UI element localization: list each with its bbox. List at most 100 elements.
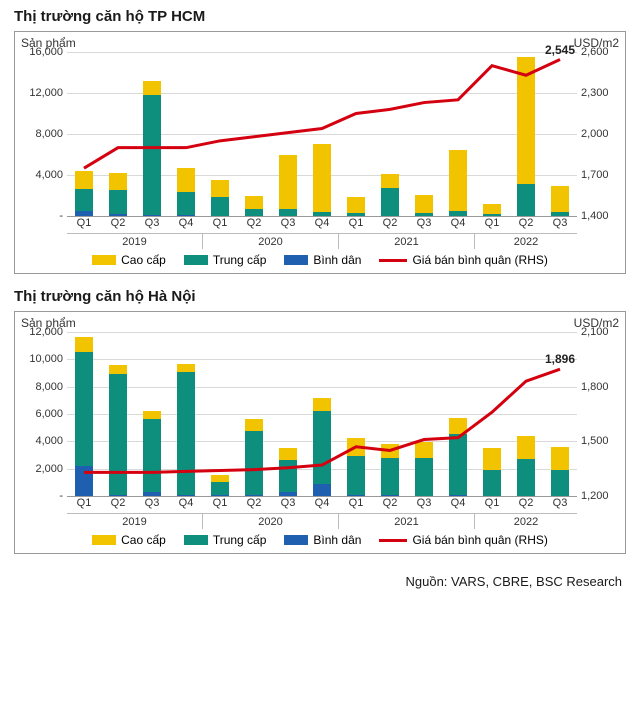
- legend-item-price: Giá bán bình quân (RHS): [379, 533, 547, 547]
- plot-area: -4,0008,00012,00016,0001,4001,7002,0002,…: [67, 52, 577, 217]
- source-text: Nguồn: VARS, CBRE, BSC Research: [14, 568, 626, 593]
- x-axis: Q1Q2Q3Q4Q1Q2Q3Q4Q1Q2Q3Q4Q1Q2Q32019202020…: [67, 497, 577, 529]
- legend-label: Bình dân: [313, 253, 361, 267]
- line-end-label: 1,896: [545, 352, 575, 366]
- xtick-year: 2020: [203, 234, 339, 249]
- xtick-quarter: Q3: [417, 497, 432, 509]
- xtick-quarter: Q3: [281, 217, 296, 229]
- xtick-quarter: Q3: [417, 217, 432, 229]
- xtick-quarter: Q4: [179, 497, 194, 509]
- legend-item-binhdan: Bình dân: [284, 533, 361, 547]
- chart-title: Thị trường căn hộ TP HCM: [14, 8, 626, 25]
- ytick-right: 2,000: [581, 128, 623, 140]
- line-end-label: 2,545: [545, 43, 575, 57]
- xtick-quarter: Q1: [485, 497, 500, 509]
- xtick-quarter: Q2: [383, 497, 398, 509]
- legend-swatch: [92, 255, 116, 265]
- legend-label: Cao cấp: [121, 253, 166, 267]
- xtick-quarter: Q1: [485, 217, 500, 229]
- legend-label: Giá bán bình quân (RHS): [412, 533, 547, 547]
- xtick-year: 2022: [475, 234, 577, 249]
- xtick-quarter: Q4: [315, 497, 330, 509]
- ytick-left: -: [19, 490, 63, 502]
- xtick-quarter: Q1: [77, 497, 92, 509]
- xtick-year: 2019: [67, 514, 203, 529]
- chart-hn: Thị trường căn hộ Hà NộiSản phẩmUSD/m2-2…: [14, 288, 626, 554]
- ytick-left: -: [19, 210, 63, 222]
- chart-title: Thị trường căn hộ Hà Nội: [14, 288, 626, 305]
- xtick-quarter: Q2: [383, 217, 398, 229]
- xtick-quarter: Q3: [281, 497, 296, 509]
- legend-swatch: [92, 535, 116, 545]
- legend-item-caocap: Cao cấp: [92, 533, 166, 547]
- xtick-quarter: Q2: [519, 217, 534, 229]
- legend: Cao cấp Trung cấp Bình dân Giá bán bình quâ…: [15, 249, 625, 273]
- xtick-quarter: Q2: [519, 497, 534, 509]
- ytick-left: 4,000: [19, 169, 63, 181]
- xtick-quarter: Q3: [553, 497, 568, 509]
- xtick-quarter: Q1: [213, 217, 228, 229]
- ytick-right: 1,800: [581, 381, 623, 393]
- xtick-quarter: Q3: [553, 217, 568, 229]
- xtick-quarter: Q2: [247, 217, 262, 229]
- legend-swatch-line: [379, 539, 407, 542]
- legend-swatch: [184, 255, 208, 265]
- ytick-right: 1,400: [581, 210, 623, 222]
- ytick-left: 2,000: [19, 463, 63, 475]
- xtick-quarter: Q1: [213, 497, 228, 509]
- price-line: [84, 369, 560, 472]
- legend-item-trungcap: Trung cấp: [184, 253, 267, 267]
- xtick-year: 2020: [203, 514, 339, 529]
- legend-swatch: [284, 255, 308, 265]
- line-layer: 2,545: [67, 52, 577, 216]
- xtick-quarter: Q4: [179, 217, 194, 229]
- legend-label: Bình dân: [313, 533, 361, 547]
- x-axis: Q1Q2Q3Q4Q1Q2Q3Q4Q1Q2Q3Q4Q1Q2Q32019202020…: [67, 217, 577, 249]
- ytick-left: 8,000: [19, 128, 63, 140]
- ytick-right: 2,300: [581, 87, 623, 99]
- ytick-left: 16,000: [19, 46, 63, 58]
- xtick-quarter: Q3: [145, 497, 160, 509]
- xtick-quarter: Q2: [247, 497, 262, 509]
- page: Thị trường căn hộ TP HCMSản phẩmUSD/m2-4…: [0, 0, 640, 601]
- legend-item-caocap: Cao cấp: [92, 253, 166, 267]
- legend-swatch-line: [379, 259, 407, 262]
- ytick-right: 2,600: [581, 46, 623, 58]
- xtick-quarter: Q1: [77, 217, 92, 229]
- xtick-quarter: Q2: [111, 217, 126, 229]
- legend-label: Trung cấp: [213, 533, 267, 547]
- legend-swatch: [184, 535, 208, 545]
- legend-item-price: Giá bán bình quân (RHS): [379, 253, 547, 267]
- xtick-year: 2021: [339, 234, 475, 249]
- legend: Cao cấp Trung cấp Bình dân Giá bán bình quâ…: [15, 529, 625, 553]
- ytick-left: 6,000: [19, 408, 63, 420]
- xtick-quarter: Q2: [111, 497, 126, 509]
- price-line: [84, 60, 560, 169]
- ytick-left: 4,000: [19, 435, 63, 447]
- xtick-quarter: Q4: [315, 217, 330, 229]
- legend-item-trungcap: Trung cấp: [184, 533, 267, 547]
- ytick-left: 10,000: [19, 353, 63, 365]
- legend-item-binhdan: Bình dân: [284, 253, 361, 267]
- xtick-year: 2022: [475, 514, 577, 529]
- line-layer: 1,896: [67, 332, 577, 496]
- legend-label: Trung cấp: [213, 253, 267, 267]
- xtick-quarter: Q1: [349, 497, 364, 509]
- xtick-quarter: Q3: [145, 217, 160, 229]
- chart-frame: Sản phẩmUSD/m2-4,0008,00012,00016,0001,4…: [14, 31, 626, 274]
- xtick-year: 2019: [67, 234, 203, 249]
- ytick-left: 8,000: [19, 381, 63, 393]
- legend-label: Cao cấp: [121, 533, 166, 547]
- xtick-quarter: Q4: [451, 497, 466, 509]
- chart-hcm: Thị trường căn hộ TP HCMSản phẩmUSD/m2-4…: [14, 8, 626, 274]
- chart-frame: Sản phẩmUSD/m2-2,0004,0006,0008,00010,00…: [14, 311, 626, 554]
- xtick-year: 2021: [339, 514, 475, 529]
- ytick-left: 12,000: [19, 87, 63, 99]
- ytick-right: 2,100: [581, 326, 623, 338]
- plot-area: -2,0004,0006,0008,00010,00012,0001,2001,…: [67, 332, 577, 497]
- xtick-quarter: Q1: [349, 217, 364, 229]
- xtick-quarter: Q4: [451, 217, 466, 229]
- ytick-right: 1,700: [581, 169, 623, 181]
- legend-label: Giá bán bình quân (RHS): [412, 253, 547, 267]
- ytick-right: 1,500: [581, 435, 623, 447]
